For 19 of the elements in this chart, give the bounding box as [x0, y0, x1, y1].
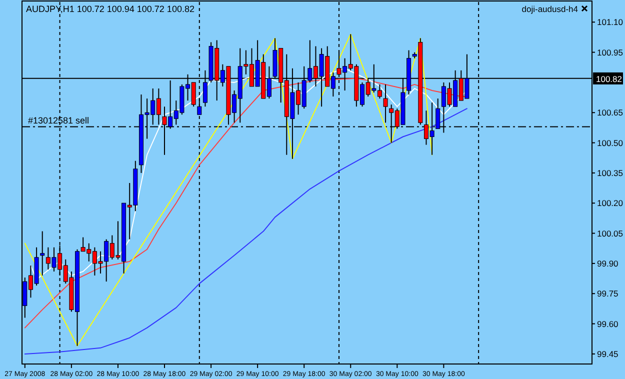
y-tick-label: 99.45	[597, 348, 619, 359]
ref-line-label: 100.82	[596, 74, 622, 84]
annotation: doji-audusd-h4	[522, 4, 578, 14]
line-series	[24, 34, 433, 346]
candlestick	[40, 230, 45, 276]
candlestick	[383, 84, 388, 124]
y-tick-label: 100.65	[597, 108, 624, 118]
ref-line-label: #13012581 sell	[28, 116, 90, 126]
y-tick-label: 100.05	[597, 228, 624, 238]
y-tick-label: 99.60	[597, 318, 619, 329]
y-tick-label: 100.95	[597, 47, 624, 58]
y-tick-label: 101.10	[597, 17, 624, 28]
y-tick-label: 99.90	[597, 258, 619, 268]
y-tick-label: 100.35	[597, 168, 624, 178]
y-tick-label: 100.50	[597, 138, 624, 148]
chart-title: AUDJPY,H1 100.72 100.94 100.72 100.82	[26, 4, 194, 14]
y-tick-label: 99.75	[597, 288, 619, 299]
y-tick-label: 100.20	[597, 198, 624, 208]
line-series	[24, 108, 468, 354]
